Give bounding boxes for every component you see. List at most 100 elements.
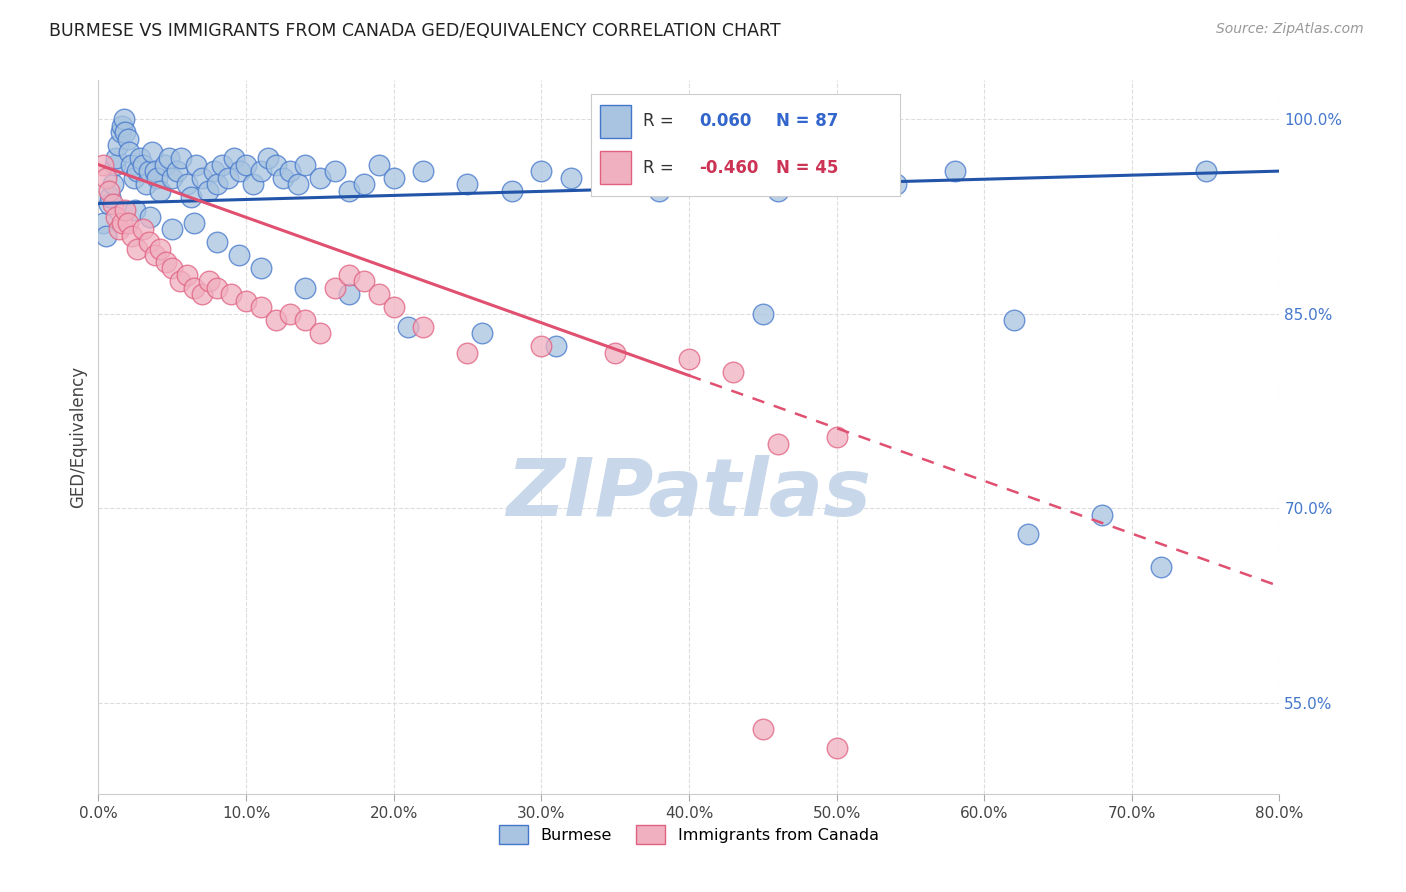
Point [235, 293, 257, 308]
Point [132, 158, 155, 172]
Point [91, 216, 114, 230]
Point [1002, 313, 1025, 327]
Point [217, 170, 239, 185]
Point [678, 352, 700, 367]
Point [287, 177, 309, 191]
Bar [600, 151, 631, 184]
Point [560, 170, 582, 185]
Text: -0.460: -0.460 [699, 159, 758, 177]
Point [530, 339, 553, 353]
Point [141, 145, 163, 159]
Point [118, 145, 141, 159]
Point [176, 177, 198, 191]
Point [605, 345, 627, 359]
Point [114, 125, 136, 139]
Point [264, 158, 287, 172]
Point [105, 210, 128, 224]
Point [339, 268, 361, 282]
Point [1018, 527, 1040, 541]
Point [648, 184, 671, 198]
Y-axis label: GED/Equivalency: GED/Equivalency [69, 366, 87, 508]
Point [139, 210, 162, 224]
Point [112, 112, 135, 127]
Point [176, 268, 198, 282]
Point [170, 151, 193, 165]
Point [250, 261, 273, 276]
Point [235, 158, 257, 172]
Point [205, 177, 228, 191]
Point [339, 184, 361, 198]
Point [191, 287, 214, 301]
Text: BURMESE VS IMMIGRANTS FROM CANADA GED/EQUIVALENCY CORRELATION CHART: BURMESE VS IMMIGRANTS FROM CANADA GED/EQ… [49, 22, 780, 40]
Point [94, 229, 117, 244]
Point [128, 151, 150, 165]
Point [122, 170, 145, 185]
Point [546, 339, 568, 353]
Point [103, 177, 125, 191]
Legend: Burmese, Immigrants from Canada: Burmese, Immigrants from Canada [494, 819, 884, 850]
Point [766, 436, 789, 450]
Point [166, 164, 188, 178]
Point [280, 164, 302, 178]
Point [111, 119, 134, 133]
Point [153, 158, 176, 172]
Point [155, 255, 177, 269]
Text: Source: ZipAtlas.com: Source: ZipAtlas.com [1216, 22, 1364, 37]
Point [353, 177, 375, 191]
Point [294, 158, 316, 172]
Point [825, 430, 848, 444]
Point [766, 184, 789, 198]
Point [412, 164, 434, 178]
Point [91, 158, 114, 172]
Point [221, 287, 243, 301]
Point [368, 287, 391, 301]
Point [339, 287, 361, 301]
Point [723, 170, 745, 185]
Point [228, 248, 250, 262]
Point [108, 222, 131, 236]
Point [723, 365, 745, 379]
Point [280, 307, 302, 321]
Point [382, 301, 405, 315]
Point [125, 164, 148, 178]
Point [943, 164, 966, 178]
Point [825, 158, 848, 172]
Point [457, 345, 479, 359]
Bar [600, 105, 631, 137]
Point [183, 216, 205, 230]
Point [530, 164, 553, 178]
Point [294, 281, 316, 295]
Point [97, 196, 120, 211]
Point [752, 307, 775, 321]
Point [353, 274, 375, 288]
Point [104, 158, 127, 172]
Point [257, 151, 280, 165]
Point [180, 190, 202, 204]
Point [146, 170, 169, 185]
Point [184, 158, 207, 172]
Point [149, 242, 172, 256]
Point [143, 164, 166, 178]
Text: N = 45: N = 45 [776, 159, 838, 177]
Point [752, 722, 775, 736]
Point [162, 222, 183, 236]
Point [183, 281, 205, 295]
Point [110, 125, 132, 139]
Point [211, 158, 233, 172]
Text: 0.060: 0.060 [699, 112, 751, 130]
Point [138, 235, 160, 250]
Point [132, 222, 155, 236]
Point [169, 274, 191, 288]
Point [103, 196, 125, 211]
Point [105, 151, 128, 165]
Point [250, 164, 273, 178]
Point [382, 170, 405, 185]
Point [98, 190, 121, 204]
Point [471, 326, 494, 341]
Point [250, 301, 273, 315]
Point [135, 177, 157, 191]
Point [224, 151, 246, 165]
Point [323, 164, 346, 178]
Point [242, 177, 264, 191]
Point [162, 261, 183, 276]
